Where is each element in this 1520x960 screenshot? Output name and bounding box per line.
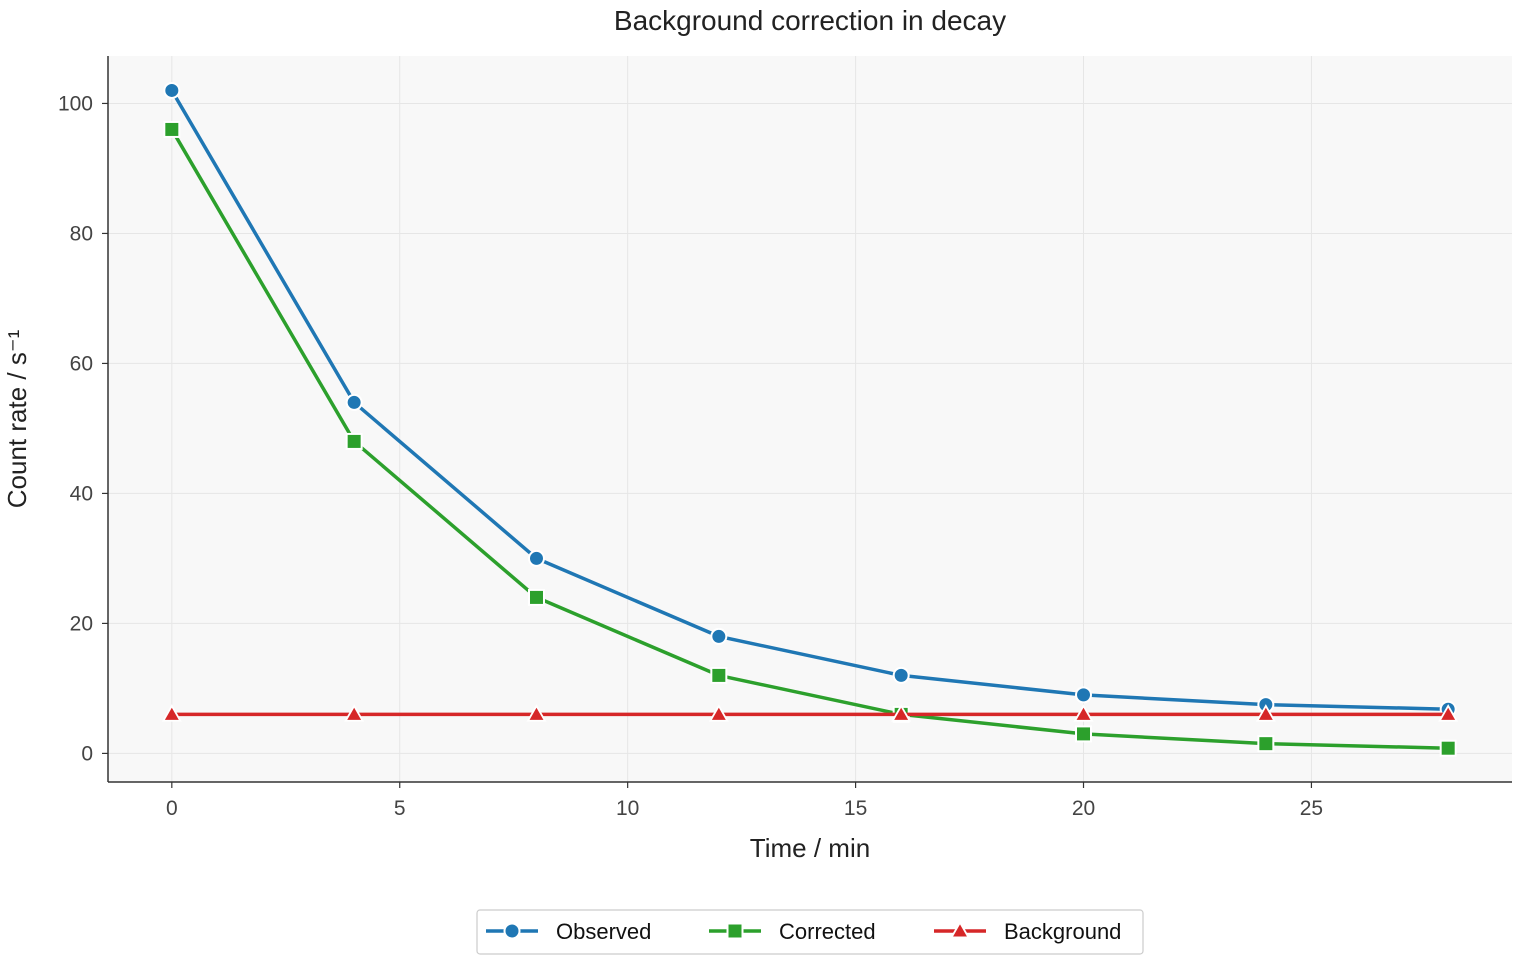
y-tick-label: 20 [70,612,93,635]
data-point-observed [1075,686,1093,704]
chart-title: Background correction in decay [614,5,1006,36]
data-point-observed [345,393,363,411]
x-tick-label: 5 [394,797,406,820]
data-point-corrected [710,666,728,684]
y-tick-label: 40 [70,482,93,505]
data-point-observed [527,549,545,567]
x-tick-label: 25 [1300,797,1323,820]
y-tick-label: 80 [70,222,93,245]
legend-marker-corrected [726,922,744,940]
y-tick-label: 100 [58,92,93,115]
data-point-background [344,704,365,722]
legend-box [476,909,1144,955]
series-layer [161,81,1459,757]
data-point-corrected [1075,725,1093,743]
legend-label-corrected: Corrected [779,919,876,944]
legend-marker-observed [503,922,521,940]
data-point-background [1255,704,1276,722]
x-tick-label: 20 [1072,797,1095,820]
data-point-background [1438,704,1459,722]
legend-label-background: Background [1004,919,1121,944]
series-background [161,704,1459,722]
plot-background [108,56,1512,782]
legend-label-observed: Observed [556,919,651,944]
series-line-corrected [170,128,1449,750]
grid [108,56,1512,782]
data-point-observed [892,666,910,684]
data-point-observed [163,81,181,99]
axes [107,56,1512,783]
data-point-background [1073,704,1094,722]
data-point-background [708,704,729,722]
y-tick-label: 0 [81,742,93,765]
y-axis-label: Count rate / s⁻¹ [2,329,32,508]
data-point-corrected [1257,735,1275,753]
data-point-corrected [1439,739,1457,757]
x-tick-label: 0 [166,797,178,820]
ticks: 0 5 10 15 20 25 0 20 40 60 80 100 [58,92,1323,820]
data-point-background [161,704,182,722]
data-point-corrected [163,120,181,138]
legend-marker-background [949,920,971,939]
data-point-background [891,704,912,722]
series-observed [163,81,1457,718]
data-point-observed [710,627,728,645]
x-tick-label: 10 [616,797,639,820]
series-line-observed [170,89,1449,711]
x-tick-label: 15 [844,797,867,820]
data-point-corrected [345,432,363,450]
y-tick-label: 60 [70,352,93,375]
data-point-corrected [527,588,545,606]
legend: Observed Corrected Background [476,909,1144,955]
data-point-background [526,704,547,722]
x-axis-label: Time / min [750,833,870,863]
